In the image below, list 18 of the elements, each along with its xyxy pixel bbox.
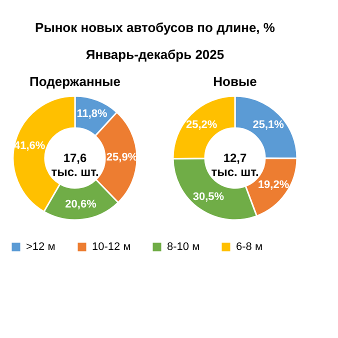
legend-label: 6-8 м — [236, 241, 263, 253]
legend-label: 10-12 м — [92, 241, 131, 253]
data-label: 30,5% — [192, 190, 224, 203]
data-label: 25,2% — [186, 118, 218, 131]
text: 17,6 тыс. шт. — [51, 151, 99, 179]
chart-title: Рынок новых автобусов по длине, % — [35, 20, 276, 35]
data-label: 19,2% — [258, 178, 290, 191]
data-label: 11,8% — [76, 108, 108, 120]
slice-label: Подержанные — [29, 74, 121, 89]
text: 12,7 тыс. шт. — [211, 151, 259, 179]
chart-subtitle: Январь-декабрь 2025 — [86, 47, 224, 62]
data-label: 25,9% — [106, 151, 138, 164]
legend-label: >12 м — [26, 241, 56, 253]
slice-label: Новые — [213, 74, 257, 89]
data-label: 20,6% — [65, 198, 97, 211]
legend-label: 8-10 м — [167, 241, 200, 253]
data-label: 41,6% — [14, 140, 46, 152]
data-label: 25,1% — [252, 118, 284, 131]
